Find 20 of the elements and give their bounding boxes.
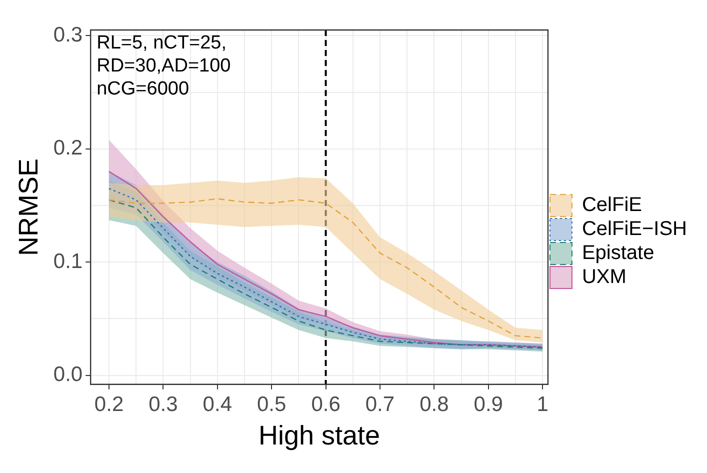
x-tick-label: 0.7 <box>365 392 395 416</box>
legend-label: UXM <box>582 266 626 288</box>
y-tick-label: 0.2 <box>53 136 83 160</box>
x-tick-label: 0.6 <box>311 392 340 416</box>
y-tick-label: 0.0 <box>53 363 83 386</box>
x-axis-title: High state <box>258 420 380 450</box>
x-tick-label: 0.3 <box>148 392 178 416</box>
y-tick-label: 0.3 <box>53 23 83 46</box>
x-tick-label: 0.8 <box>420 392 449 416</box>
x-tick-label: 1 <box>536 392 548 416</box>
x-tick-label: 0.9 <box>474 392 503 416</box>
annotation: RL=5, nCT=25, RD=30,AD=100 nCG=6000 <box>96 32 231 100</box>
y-axis-title: NRMSE <box>14 158 44 256</box>
y-tick-label: 0.1 <box>53 250 83 273</box>
legend-label: Epistate <box>582 242 654 264</box>
legend-label: CelFiE <box>582 194 642 216</box>
legend-label: CelFiE−ISH <box>582 218 687 240</box>
x-tick-label: 0.5 <box>256 392 286 416</box>
x-tick-label: 0.2 <box>94 392 124 416</box>
x-tick-label: 0.4 <box>202 392 232 416</box>
